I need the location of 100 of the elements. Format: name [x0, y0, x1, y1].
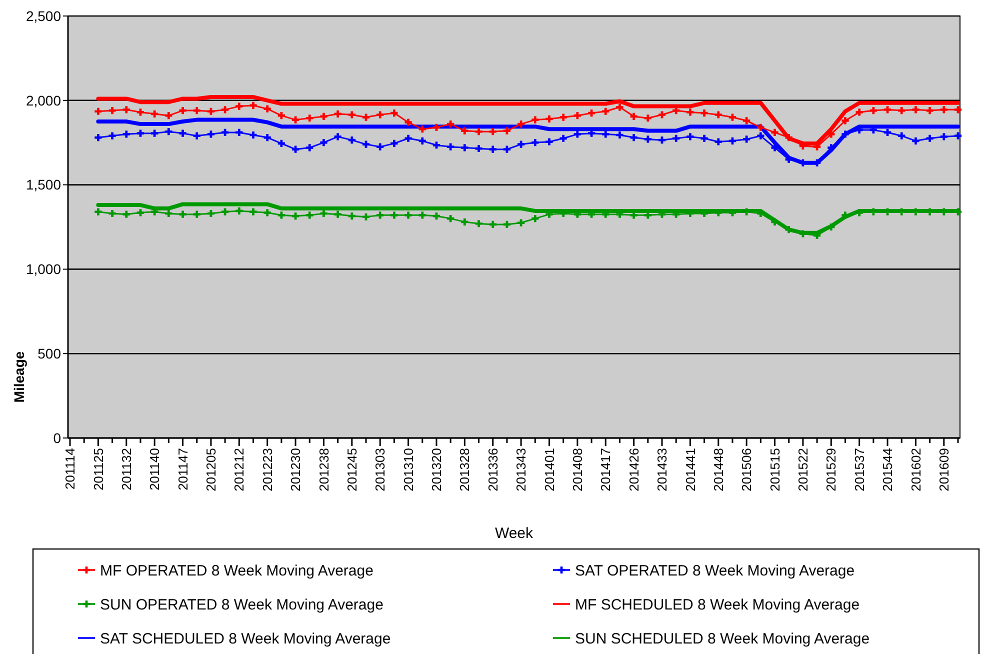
point: [193, 132, 200, 140]
point: [236, 128, 243, 136]
point: [151, 130, 158, 137]
point: [264, 134, 271, 142]
point: [334, 133, 342, 140]
x-tick-label: 201522: [796, 448, 810, 492]
x-tick-label: 201602: [908, 448, 924, 492]
point: [616, 131, 624, 139]
point: [658, 136, 666, 144]
x-tick-label: 201343: [514, 448, 529, 492]
x-tick-label: 201544: [880, 448, 896, 492]
point: [94, 134, 102, 142]
y-tick-label: 0: [53, 430, 62, 446]
point: [898, 132, 906, 140]
point: [714, 138, 722, 146]
point: [376, 143, 384, 150]
point: [602, 130, 610, 138]
point: [672, 134, 680, 142]
point: [250, 131, 257, 139]
x-tick-label: 201328: [457, 448, 472, 492]
legend-label: SUN SCHEDULED 8 Week Moving Average: [575, 630, 870, 648]
point: [165, 128, 172, 136]
point: [757, 132, 764, 140]
x-tick-label: 201303: [372, 448, 388, 492]
y-axis-title: Mileage: [11, 351, 27, 403]
x-tick-label: 201609: [936, 448, 952, 492]
x-tick-label: 201320: [429, 448, 444, 492]
point: [954, 132, 962, 140]
point: [503, 146, 510, 153]
x-tick-label: 201212: [232, 448, 247, 492]
point: [912, 137, 920, 144]
point: [404, 134, 412, 142]
x-tick-label: 201417: [598, 448, 614, 492]
point: [362, 140, 370, 148]
x-tick-label: 201132: [118, 448, 134, 490]
x-tick-label: 201401: [542, 448, 557, 492]
x-tick-label: 201537: [852, 448, 867, 492]
point: [532, 139, 539, 146]
point: [700, 134, 708, 142]
point: [432, 142, 440, 149]
point: [292, 146, 300, 153]
x-axis-title: Week: [494, 525, 534, 542]
point: [926, 134, 934, 142]
point: [785, 156, 792, 164]
point: [475, 144, 482, 152]
x-tick-label: 201114: [62, 448, 78, 490]
y-tick-label: 1,000: [26, 261, 62, 278]
x-tick-label: 201441: [682, 448, 698, 492]
y-tick-label: 2,000: [26, 92, 62, 108]
x-tick-label: 201230: [288, 448, 304, 492]
x-tick-label: 201125: [90, 448, 106, 490]
point: [574, 130, 581, 138]
x-tick-label: 201506: [739, 448, 754, 492]
x-tick-label: 201433: [654, 448, 670, 492]
x-tick-label: 201140: [147, 448, 162, 490]
x-tick-label: 201205: [204, 448, 218, 492]
x-tick-label: 201448: [710, 448, 726, 492]
point: [108, 132, 116, 140]
point: [644, 136, 652, 143]
y-tick-label: 2,500: [26, 8, 62, 24]
point: [940, 133, 948, 140]
point: [278, 140, 285, 147]
point: [348, 136, 356, 144]
x-tick-label: 201238: [316, 448, 332, 492]
legend-label: MF OPERATED 8 Week Moving Average: [100, 562, 374, 580]
y-tick-label: 1,500: [26, 176, 62, 193]
x-tick-label: 201245: [344, 448, 360, 492]
x-tick-label: 201147: [175, 448, 190, 490]
y-tick-label: 500: [38, 346, 62, 362]
point: [136, 130, 144, 137]
point: [461, 144, 468, 152]
point: [546, 138, 553, 146]
point: [743, 136, 750, 143]
x-tick-label: 201310: [400, 448, 416, 492]
point: [122, 130, 130, 138]
x-tick-label: 201223: [260, 448, 275, 492]
point: [207, 130, 214, 138]
point: [785, 226, 792, 234]
point: [320, 139, 328, 146]
legend-label: SAT OPERATED 8 Week Moving Average: [575, 562, 855, 580]
point: [560, 134, 567, 142]
line-series: [96, 118, 960, 166]
point: [630, 134, 638, 142]
point: [418, 137, 426, 144]
x-tick-label: 201515: [767, 448, 782, 492]
legend-label: SAT SCHEDULED 8 Week Moving Average: [100, 630, 391, 648]
x-tick-label: 201336: [485, 448, 500, 492]
legend-label: SUN OPERATED 8 Week Moving Average: [100, 596, 384, 614]
point: [518, 140, 525, 148]
point: [728, 137, 736, 144]
point: [179, 130, 186, 137]
point: [686, 133, 694, 140]
point: [489, 146, 496, 153]
x-tick-label: 201529: [824, 448, 839, 492]
point: [390, 140, 398, 147]
point: [842, 130, 849, 138]
point: [447, 143, 454, 150]
x-tick-label: 201426: [626, 448, 642, 492]
point: [771, 144, 778, 152]
point: [306, 144, 314, 152]
